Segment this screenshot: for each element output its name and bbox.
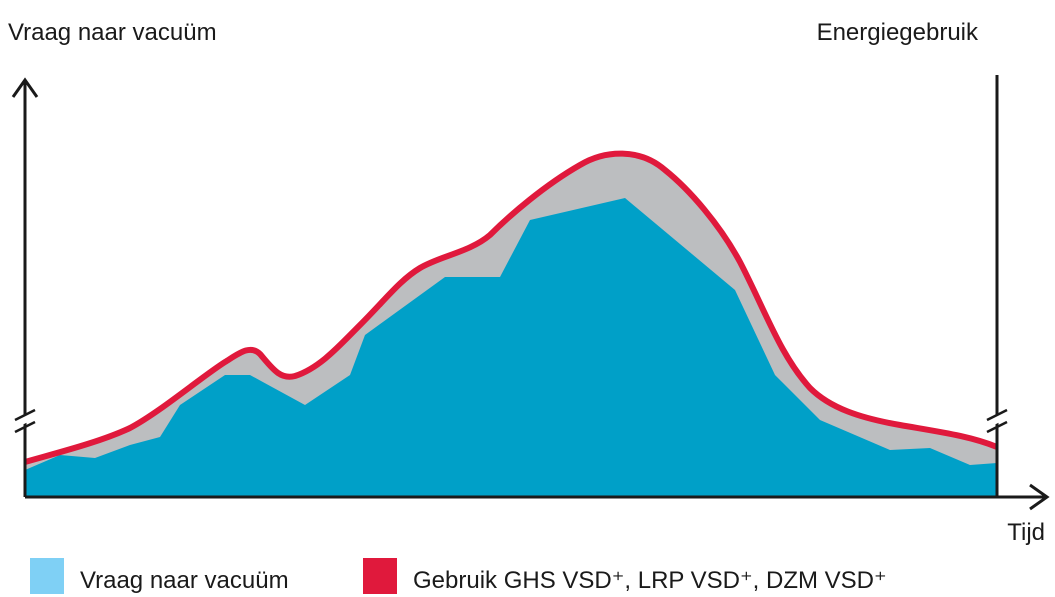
legend-swatch xyxy=(363,558,397,594)
legend-label: Gebruik GHS VSD⁺, LRP VSD⁺, DZM VSD⁺ xyxy=(413,567,887,594)
left-axis-label: Vraag naar vacuüm xyxy=(8,19,217,46)
energy-usage-line xyxy=(24,150,999,465)
legend-label: Vraag naar vacuüm xyxy=(80,567,289,594)
axis-breaks xyxy=(13,408,1009,434)
legend-swatch xyxy=(30,558,64,594)
vacuum-demand-area xyxy=(25,198,997,497)
right-axis-label: Energiegebruik xyxy=(817,19,979,46)
x-axis-label: Tijd xyxy=(1007,519,1045,546)
